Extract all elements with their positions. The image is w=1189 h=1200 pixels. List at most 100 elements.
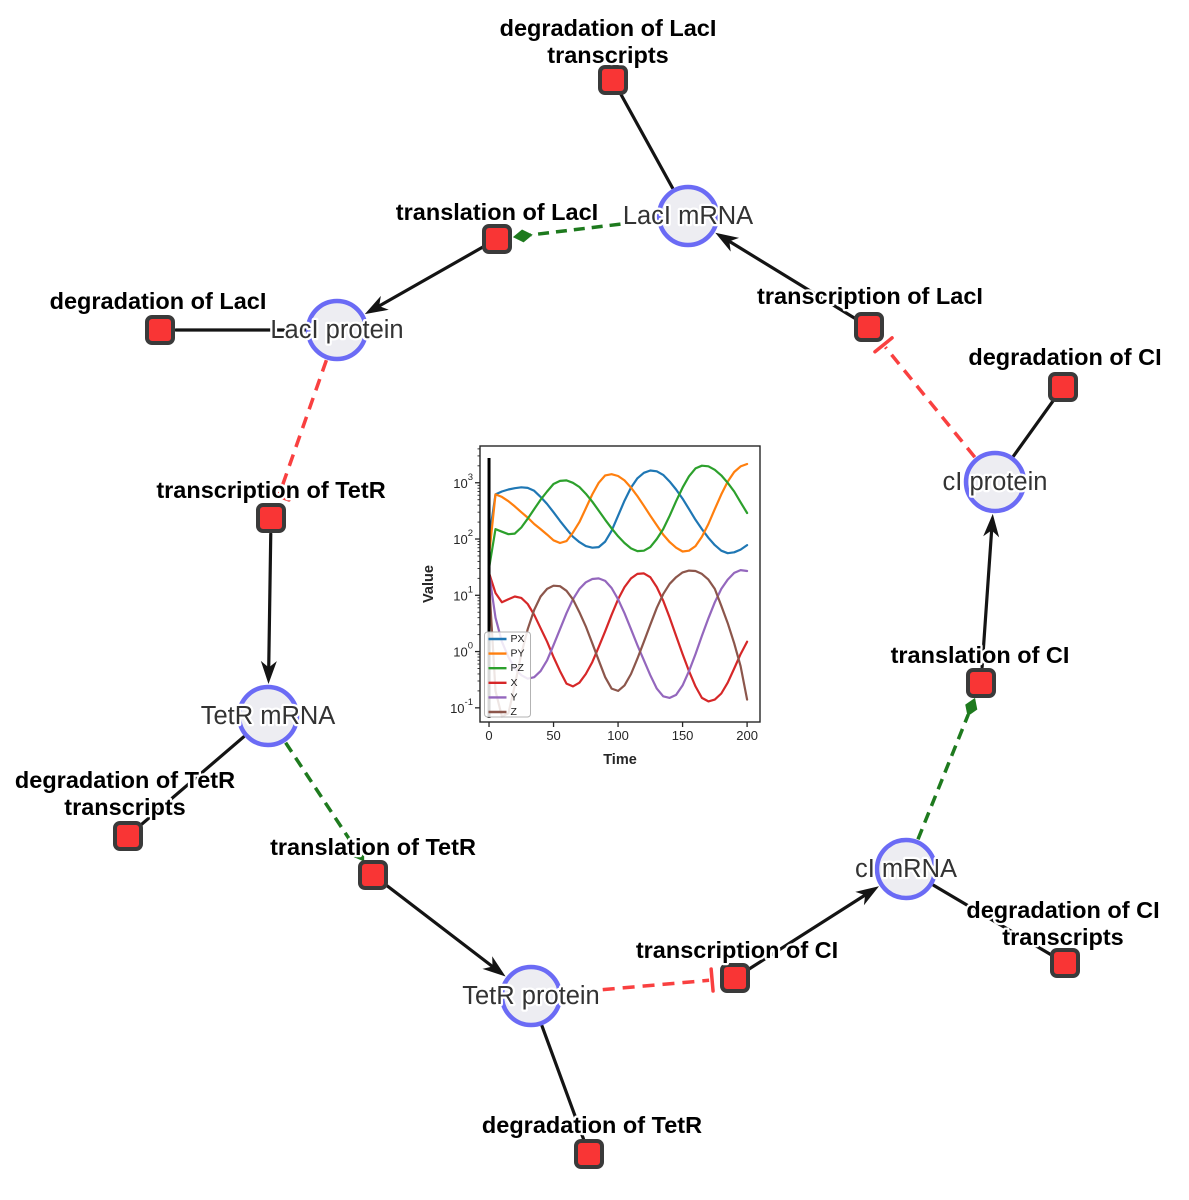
y-tick-label-10e0: 100 [453, 640, 473, 659]
edge-ci-protein-transcription-laci [873, 336, 977, 459]
y-tick-label-10e3: 103 [453, 471, 473, 490]
reaction-square-transcription-tetr[interactable] [256, 503, 286, 533]
reaction-label-deg-ci: degradation of CI [968, 344, 1161, 370]
edge-tetr-mrna-translation-tetr [284, 741, 365, 862]
species-label-tetr-mrna: TetR mRNA [201, 702, 336, 730]
edge-transcription-laci-laci-mrna [715, 232, 857, 321]
x-tick-label: 50 [546, 728, 560, 743]
chart-y-axis-label: Value [421, 565, 437, 603]
species-circle-ci-protein[interactable] [963, 450, 1027, 514]
legend-label-PY: PY [511, 648, 525, 660]
arrowhead-icon [482, 956, 506, 977]
x-tick-label: 100 [607, 728, 629, 743]
reaction-label-transcription-laci: transcription of LacI [757, 283, 983, 309]
consumption-edge-line [540, 1024, 586, 1141]
tbar-icon [266, 490, 291, 502]
edge-transcription-tetr-tetr-mrna [260, 532, 277, 685]
edge-translation-laci-laci-protein [364, 245, 485, 315]
reaction-label-translation-ci: translation of CI [891, 642, 1070, 668]
reaction-square-translation-ci[interactable] [966, 668, 996, 698]
reaction-square-deg-ci[interactable] [1048, 372, 1078, 402]
edge-line [378, 245, 485, 307]
edge-tetr-protein-transcription-ci [562, 967, 715, 995]
consumption-edge-line [138, 735, 246, 828]
legend-label-X: X [511, 677, 518, 689]
edge-line [980, 530, 994, 669]
reaction-square-deg-laci-transcripts[interactable] [598, 65, 628, 95]
reaction-label-deg-tetr-transcripts: transcripts [64, 794, 185, 820]
tbar-icon [873, 336, 894, 354]
nodes-layer: degradation of LacItranscriptstranslatio… [13, 13, 1164, 1169]
x-tick-label: 0 [485, 728, 492, 743]
legend-label-PX: PX [511, 633, 525, 645]
edge-translation-tetr-tetr-protein [384, 883, 506, 977]
tbar-icon [709, 967, 715, 993]
consumption-edge-line [1012, 398, 1056, 458]
inhibition-edge-line [884, 346, 977, 459]
arrowhead-icon [983, 513, 1000, 538]
edge-translation-ci-ci-protein [980, 513, 1000, 669]
legend-label-Y: Y [511, 691, 518, 703]
edge-line [267, 532, 273, 668]
reaction-square-deg-tetr[interactable] [574, 1139, 604, 1169]
consumption-edge-line [931, 883, 1053, 957]
edge-line [746, 894, 866, 971]
x-tick-label: 150 [672, 728, 694, 743]
reaction-node-transcription-ci: transcription of CI [634, 935, 840, 993]
reaction-label-deg-laci-transcripts: degradation of LacI [500, 15, 717, 41]
reaction-square-deg-laci[interactable] [145, 315, 175, 345]
modifier-edge-line [530, 218, 657, 237]
species-node-tetr-mrna: TetR mRNA [198, 684, 338, 748]
species-node-laci-protein: LacI protein [268, 298, 406, 362]
edge-tetr-protein-deg-tetr [540, 1024, 586, 1141]
diamond-arrowhead-icon [353, 844, 365, 862]
species-circle-laci-mrna[interactable] [656, 184, 720, 248]
reaction-square-transcription-laci[interactable] [854, 312, 884, 342]
species-circle-ci-mrna[interactable] [874, 837, 938, 901]
inset-chart: 0 50 100 150 20010-1100101102103TimeValuePXP… [421, 436, 776, 768]
y-tick-label-10e2: 102 [453, 528, 473, 547]
species-circle-laci-protein[interactable] [305, 298, 369, 362]
reaction-label-transcription-ci: transcription of CI [636, 937, 838, 963]
reaction-label-translation-laci: translation of LacI [396, 199, 598, 225]
y-tick-label-10e-1: 10-1 [450, 696, 473, 715]
reaction-square-translation-tetr[interactable] [358, 860, 388, 890]
chart-series-Y [487, 568, 749, 700]
consumption-edge-line [619, 92, 675, 190]
arrowhead-icon [715, 232, 740, 252]
diamond-arrowhead-icon [512, 229, 533, 243]
reaction-node-transcription-laci: transcription of LacI [755, 281, 985, 342]
edge-line [729, 240, 857, 321]
reaction-node-deg-tetr: degradation of TetR [480, 1110, 704, 1169]
inhibition-edge-line [277, 359, 329, 495]
reaction-node-deg-laci: degradation of LacI [47, 286, 269, 345]
reaction-square-deg-ci-transcripts[interactable] [1050, 948, 1080, 978]
arrowhead-icon [364, 295, 389, 315]
reaction-node-translation-tetr: translation of TetR [268, 832, 478, 890]
reaction-label-deg-tetr: degradation of TetR [482, 1112, 702, 1138]
species-label-tetr-protein: TetR protein [462, 982, 600, 1010]
reaction-node-deg-ci: degradation of CI [966, 342, 1164, 402]
species-node-ci-protein: cI protein [940, 450, 1050, 514]
species-label-laci-protein: LacI protein [270, 316, 403, 344]
species-circle-tetr-protein[interactable] [499, 964, 563, 1028]
modifier-edge-line [916, 713, 970, 840]
reaction-label-deg-ci-transcripts: transcripts [1002, 924, 1123, 950]
reaction-square-deg-tetr-transcripts[interactable] [113, 821, 143, 851]
species-label-laci-mrna: LacI mRNA [623, 202, 753, 230]
legend-label-PZ: PZ [511, 662, 525, 674]
arrowhead-icon [855, 886, 880, 906]
reaction-node-translation-laci: translation of LacI [394, 197, 600, 254]
reaction-square-transcription-ci[interactable] [720, 963, 750, 993]
species-circle-tetr-mrna[interactable] [236, 684, 300, 748]
edge-ci-mrna-deg-ci-transcripts [931, 883, 1053, 957]
y-tick-label-10e1: 101 [453, 584, 473, 603]
edge-laci-mrna-translation-laci [512, 218, 657, 243]
edge-line [384, 883, 493, 968]
reaction-square-translation-laci[interactable] [482, 224, 512, 254]
reaction-label-deg-laci-transcripts: transcripts [547, 42, 668, 68]
inhibition-edge-line [562, 978, 710, 995]
x-tick-label: 200 [736, 728, 758, 743]
